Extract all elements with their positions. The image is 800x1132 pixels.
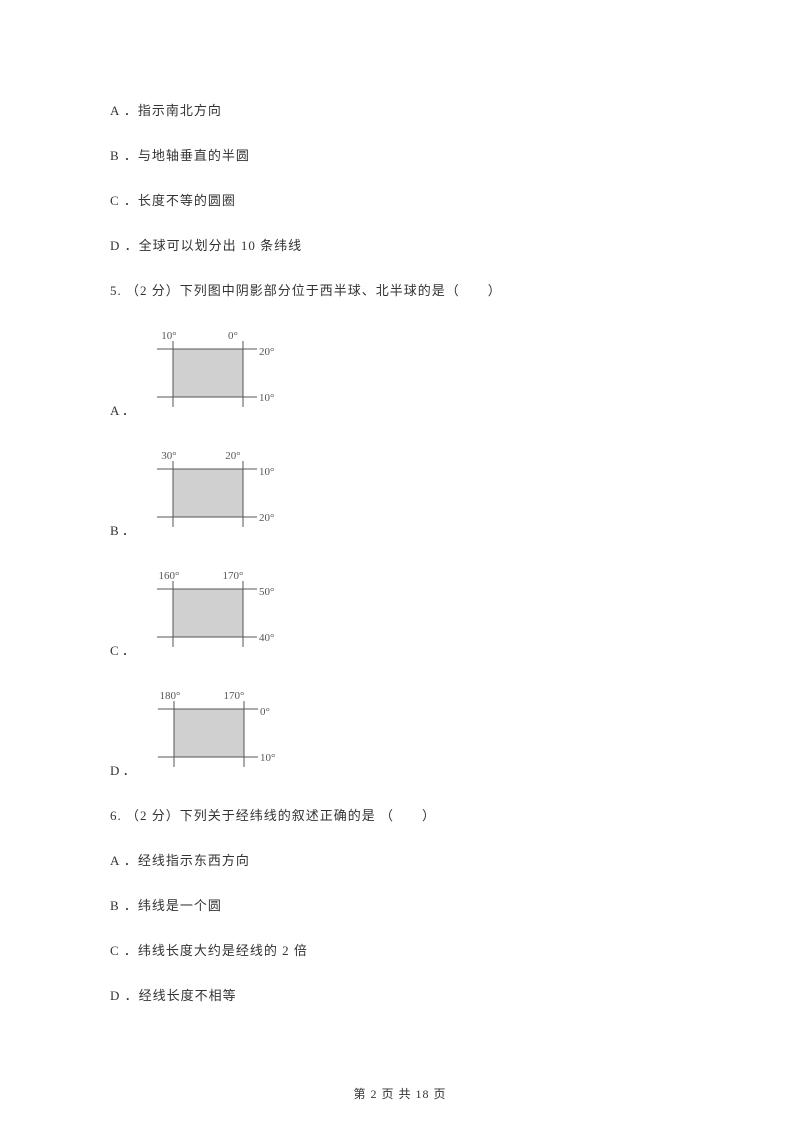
q5-label-d: D ． — [110, 760, 136, 779]
q5-diagram-d: 180° 170° 0° 10° — [142, 685, 287, 779]
q5-option-d: D ． 180° 170° 0° 10° — [110, 685, 690, 779]
q6-option-a: A ．经线指示东西方向 — [110, 850, 690, 869]
q4-option-c: C ．长度不等的圆圈 — [110, 190, 690, 209]
q5-diagram-c: 160° 170° 50° 40° — [141, 565, 286, 659]
svg-text:0°: 0° — [228, 330, 238, 342]
svg-text:170°: 170° — [223, 690, 244, 702]
svg-text:20°: 20° — [259, 512, 274, 524]
q5-option-c: C ． 160° 170° 50° 40° — [110, 565, 690, 659]
svg-text:170°: 170° — [222, 570, 243, 582]
svg-text:180°: 180° — [159, 690, 180, 702]
svg-text:50°: 50° — [259, 586, 274, 598]
q5-label-b: B ． — [110, 520, 135, 539]
q5-diagram-b: 30° 20° 10° 20° — [141, 445, 286, 539]
svg-text:10°: 10° — [259, 466, 274, 478]
svg-text:30°: 30° — [161, 450, 176, 462]
q6-option-d: D ．经线长度不相等 — [110, 985, 690, 1004]
svg-text:20°: 20° — [225, 450, 240, 462]
q4-option-d: D ．全球可以划分出 10 条纬线 — [110, 235, 690, 254]
q6-stem: 6. （2 分）下列关于经纬线的叙述正确的是 （ ） — [110, 805, 690, 824]
q5-diagram-a: 10° 0° 20° 10° — [141, 325, 286, 419]
q5-label-a: A ． — [110, 400, 135, 419]
q4-option-b: B ．与地轴垂直的半圆 — [110, 145, 690, 164]
svg-text:10°: 10° — [161, 330, 176, 342]
svg-text:10°: 10° — [259, 392, 274, 404]
svg-text:10°: 10° — [260, 752, 275, 764]
svg-text:20°: 20° — [259, 346, 274, 358]
svg-text:0°: 0° — [260, 706, 270, 718]
q5-option-a: A ． 10° 0° 20° 10° — [110, 325, 690, 419]
q5-option-b: B ． 30° 20° 10° 20° — [110, 445, 690, 539]
q4-option-a: A ．指示南北方向 — [110, 100, 690, 119]
svg-text:160°: 160° — [158, 570, 179, 582]
q5-label-c: C ． — [110, 640, 135, 659]
svg-text:40°: 40° — [259, 632, 274, 644]
page-footer: 第 2 页 共 18 页 — [0, 1085, 800, 1102]
q6-option-c: C ．纬线长度大约是经线的 2 倍 — [110, 940, 690, 959]
q6-option-b: B ．纬线是一个圆 — [110, 895, 690, 914]
q5-stem: 5. （2 分）下列图中阴影部分位于西半球、北半球的是（ ） — [110, 280, 690, 299]
